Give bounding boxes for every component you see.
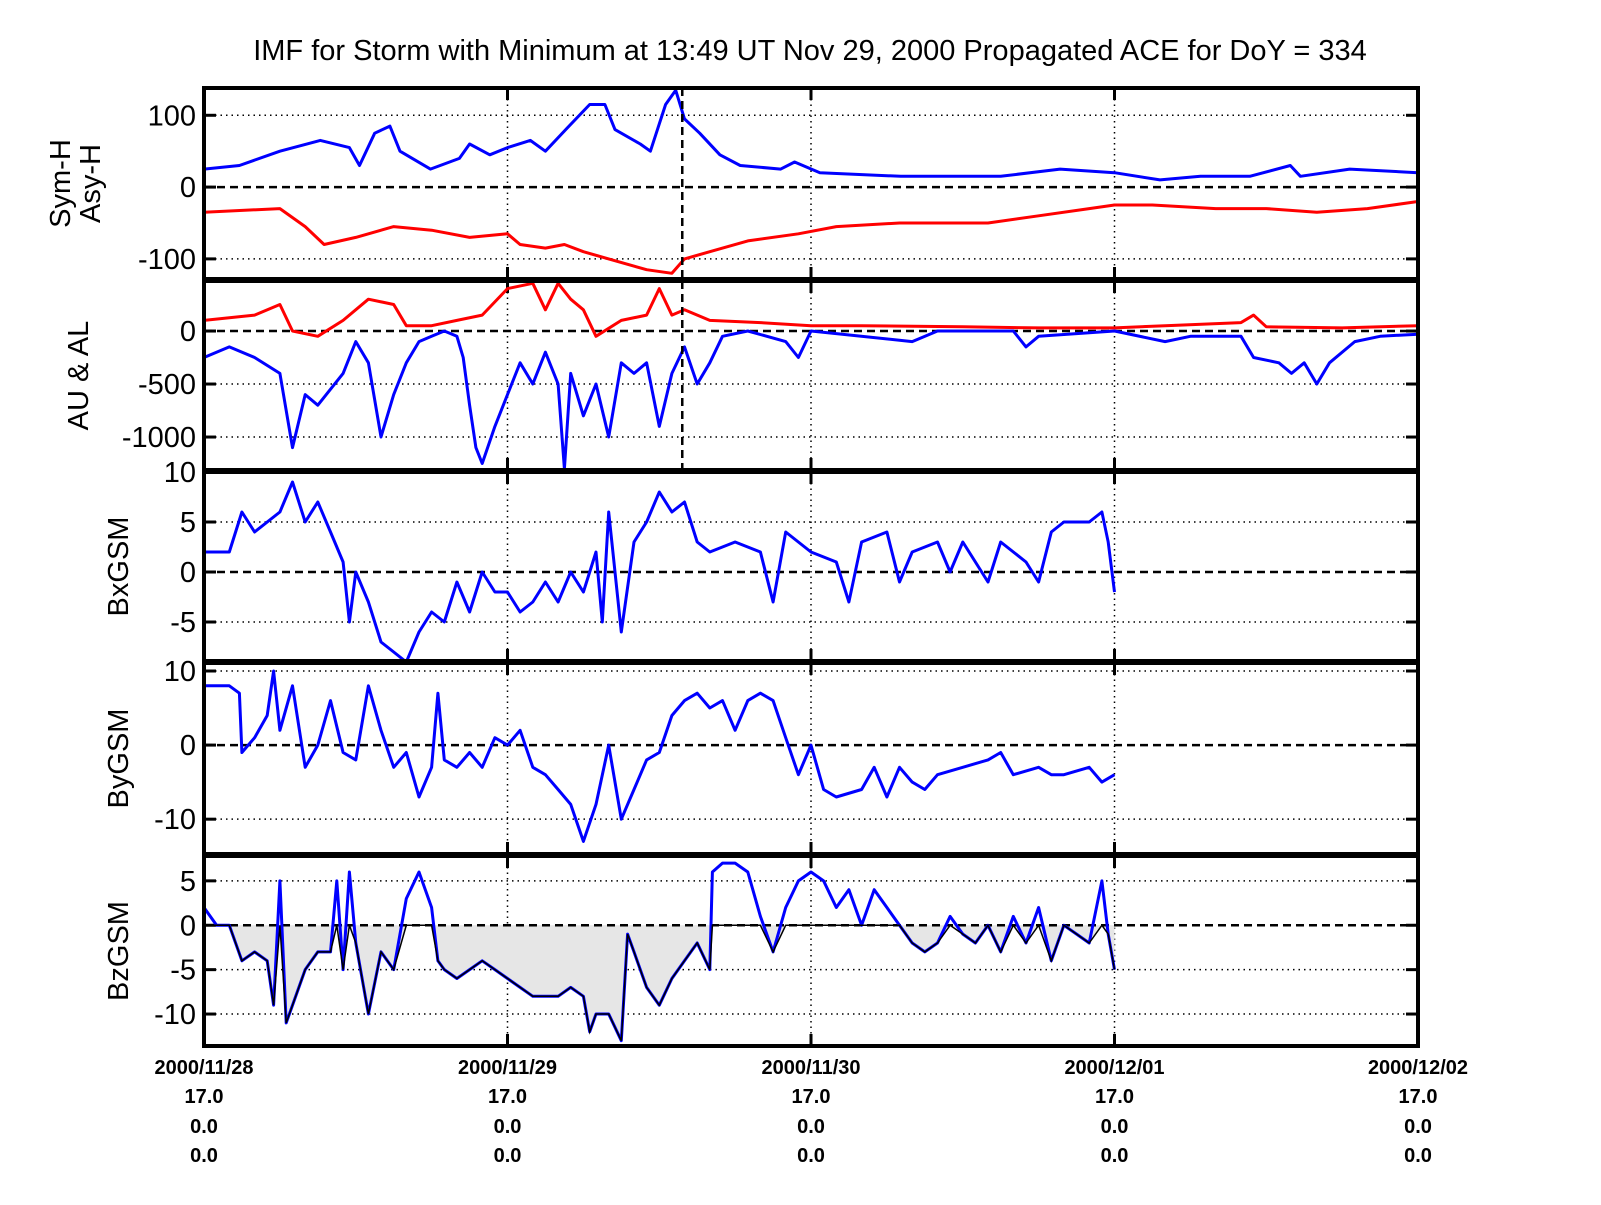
series-au [204, 281, 1418, 338]
y-tick-label: 0 [180, 557, 196, 589]
x-tick-sub-label: 0.0 [1404, 1145, 1432, 1167]
panel-frame [202, 854, 1420, 1048]
x-tick-sub-label: 0.0 [797, 1116, 825, 1138]
x-tick-sub-label: 0.0 [1404, 1116, 1432, 1138]
y-axis-label: AU & AL [63, 321, 95, 431]
y-tick-label: -5 [170, 607, 196, 639]
x-tick-sub-label: 0.0 [1101, 1145, 1129, 1167]
series-sym-h [204, 88, 1418, 182]
y-axis-label: Asy-H [75, 144, 107, 223]
x-tick-sub-label: 0.0 [494, 1145, 522, 1167]
y-tick-label: -1000 [122, 422, 196, 454]
plot-area [204, 861, 1418, 1043]
y-tick-label: 0 [180, 172, 196, 204]
y-tick-label: 0 [180, 910, 196, 942]
x-tick-sub-label: 17.0 [792, 1086, 831, 1108]
x-tick-sub-label: 0.0 [190, 1145, 218, 1167]
x-tick-date-label: 2000/11/28 [155, 1057, 254, 1079]
y-tick-label: 10 [164, 457, 196, 489]
x-tick-sub-label: 0.0 [190, 1116, 218, 1138]
series-bygsm [204, 669, 1116, 843]
y-tick-label: -5 [170, 955, 196, 987]
chart-title: IMF for Storm with Minimum at 13:49 UT N… [253, 35, 1367, 67]
x-tick-date-label: 2000/12/02 [1368, 1057, 1468, 1079]
panel-bzgsm: 5 0 -5 -10 BzGSM [103, 854, 1420, 1048]
plot-area [204, 669, 1418, 843]
x-tick-sub-label: 17.0 [488, 1086, 527, 1108]
series-asy-h [204, 200, 1418, 275]
y-axis-label: BxGSM [103, 517, 135, 617]
y-tick-label: 100 [148, 100, 196, 132]
y-tick-label: -10 [154, 804, 196, 836]
y-tick-label: 10 [164, 656, 196, 688]
y-axis-label: Sym-H [45, 139, 77, 228]
panel-bygsm: 10 0 -10 ByGSM [103, 656, 1420, 856]
y-axis-label: ByGSM [103, 709, 135, 809]
x-axis-labels: 2000/11/28 17.0 0.0 0.0 2000/11/29 17.0 0.0 0.0… [155, 1057, 1469, 1167]
panel-bxgsm: 10 5 0 -5 BxGSM [103, 457, 1420, 663]
y-tick-label: 0 [180, 316, 196, 348]
x-tick-sub-label: 17.0 [1399, 1086, 1438, 1108]
y-tick-label: -100 [138, 244, 196, 276]
x-tick-date-label: 2000/11/29 [458, 1057, 557, 1079]
y-tick-label: 5 [180, 507, 196, 539]
y-tick-label: 0 [180, 730, 196, 762]
x-tick-sub-label: 0.0 [797, 1145, 825, 1167]
y-tick-label: -10 [154, 999, 196, 1031]
panel-au-al: 0 -500 -1000 AU & AL [63, 279, 1420, 472]
plot-area [204, 480, 1418, 661]
series-negative-outline [204, 923, 1116, 1042]
y-tick-label: 5 [180, 866, 196, 898]
y-tick-label: -500 [138, 369, 196, 401]
negative-bz-shading [204, 925, 1115, 1041]
y-axis-label: BzGSM [103, 901, 135, 1001]
x-tick-date-label: 2000/12/01 [1064, 1057, 1164, 1079]
series-al [204, 329, 1418, 470]
x-tick-sub-label: 0.0 [1101, 1116, 1129, 1138]
series-bxgsm [204, 480, 1116, 661]
x-tick-sub-label: 17.0 [1095, 1086, 1134, 1108]
x-tick-date-label: 2000/11/30 [762, 1057, 861, 1079]
x-tick-sub-label: 17.0 [185, 1086, 224, 1108]
x-tick-sub-label: 0.0 [494, 1116, 522, 1138]
plot-area [204, 281, 1418, 470]
plot-area [204, 88, 1418, 279]
